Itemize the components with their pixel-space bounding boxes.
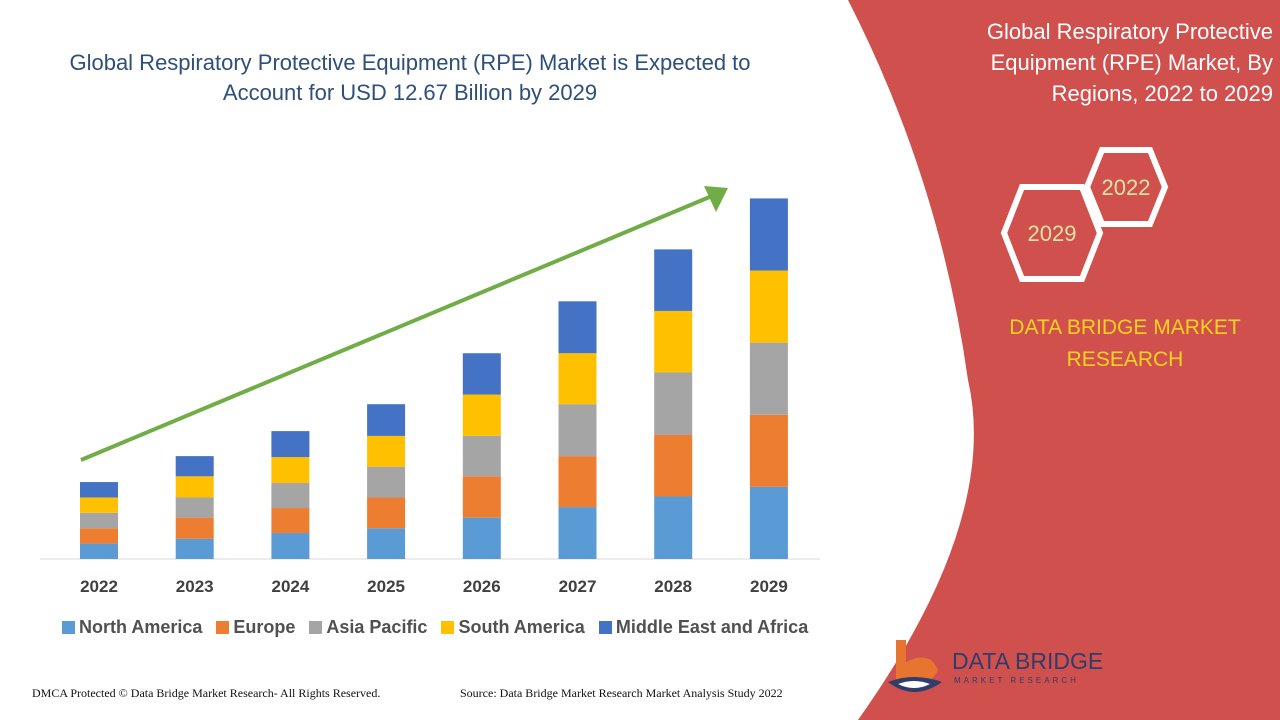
side-panel-title: Global Respiratory Protective Equipment … bbox=[986, 19, 1273, 106]
stacked-bar-chart: 2022 2023 2024 2025 2026 2027 2028 2029 bbox=[40, 186, 820, 596]
bar-2026-asia-pacific bbox=[462, 435, 501, 477]
legend-label-north-america: North America bbox=[79, 617, 203, 637]
bar-2028-south-america bbox=[654, 310, 693, 373]
bar-2028-europe bbox=[654, 434, 693, 497]
bar-2022-middle-east-and-africa bbox=[80, 482, 118, 498]
bar-2028-asia-pacific bbox=[654, 372, 693, 435]
bar-2026-europe bbox=[462, 476, 501, 518]
bar-2027-south-america bbox=[558, 353, 597, 405]
bar-2025-north-america bbox=[367, 528, 406, 559]
bar-2024-south-america bbox=[271, 457, 310, 484]
bar-2028-middle-east-and-africa bbox=[654, 249, 693, 311]
bar-2029-north-america bbox=[749, 486, 788, 559]
legend-swatch-asia-pacific bbox=[309, 621, 323, 634]
logo-name: DATA BRIDGE bbox=[952, 648, 1104, 674]
legend-item-asia-pacific: Asia Pacific bbox=[309, 617, 427, 638]
brand-name: DATA BRIDGE MARKET RESEARCH bbox=[1009, 316, 1241, 371]
bar-2025-asia-pacific bbox=[367, 466, 406, 498]
legend-label-asia-pacific: Asia Pacific bbox=[326, 617, 428, 637]
red-side-panel bbox=[848, 0, 1280, 720]
legend-label-south-america: South America bbox=[458, 617, 585, 637]
bar-2023-middle-east-and-africa bbox=[175, 456, 214, 477]
bar-2023-south-america bbox=[175, 476, 214, 498]
bar-2024-middle-east-and-africa bbox=[271, 431, 310, 458]
x-tick-label-2028: 2028 bbox=[654, 577, 692, 596]
legend-swatch-middle-east-africa bbox=[598, 621, 612, 634]
bar-2023-europe bbox=[175, 517, 214, 539]
x-tick-label-2023: 2023 bbox=[176, 577, 214, 596]
chart-title: Global Respiratory Protective Equipment … bbox=[69, 50, 751, 105]
bar-2029-europe bbox=[749, 414, 788, 487]
bar-2023-north-america bbox=[175, 538, 214, 559]
source-note: Source: Data Bridge Market Research Mark… bbox=[460, 686, 783, 700]
bar-2025-south-america bbox=[367, 435, 406, 467]
legend-item-middle-east-africa: Middle East and Africa bbox=[598, 617, 809, 638]
bar-2027-north-america bbox=[558, 507, 597, 559]
bar-2027-middle-east-and-africa bbox=[558, 301, 597, 354]
legend-item-south-america: South America bbox=[441, 617, 585, 638]
bar-2027-europe bbox=[558, 456, 597, 508]
x-tick-label-2027: 2027 bbox=[559, 577, 597, 596]
bar-2022-asia-pacific bbox=[80, 512, 118, 529]
trend-arrow-head-icon bbox=[704, 186, 728, 212]
legend-swatch-north-america bbox=[62, 621, 75, 634]
bar-2024-asia-pacific bbox=[271, 483, 310, 509]
x-tick-label-2022: 2022 bbox=[80, 577, 118, 596]
x-tick-label-2024: 2024 bbox=[271, 577, 309, 596]
x-tick-label-2029: 2029 bbox=[750, 577, 788, 596]
bar-2022-europe bbox=[80, 528, 118, 544]
bar-2025-europe bbox=[367, 497, 406, 529]
bar-2024-north-america bbox=[271, 533, 310, 559]
logo-tagline: MARKET RESEARCH bbox=[954, 676, 1079, 685]
legend-label-europe: Europe bbox=[233, 617, 296, 637]
bar-2022-north-america bbox=[80, 543, 118, 559]
bar-2029-south-america bbox=[749, 270, 788, 343]
bar-2023-asia-pacific bbox=[175, 497, 214, 518]
bar-2027-asia-pacific bbox=[558, 404, 597, 457]
legend-swatch-europe bbox=[216, 621, 230, 634]
logo-mark-icon bbox=[888, 640, 942, 692]
bar-2029-asia-pacific bbox=[749, 342, 788, 415]
bar-2024-europe bbox=[271, 508, 310, 534]
legend: North America Europe Asia Pacific South … bbox=[62, 617, 842, 638]
x-tick-label-2025: 2025 bbox=[367, 577, 405, 596]
copyright-notice: DMCA Protected © Data Bridge Market Rese… bbox=[32, 686, 381, 700]
bar-2026-south-america bbox=[462, 394, 501, 436]
bar-2026-middle-east-and-africa bbox=[462, 353, 501, 395]
bar-2026-north-america bbox=[462, 517, 501, 559]
legend-item-europe: Europe bbox=[216, 617, 295, 638]
x-tick-label-2026: 2026 bbox=[463, 577, 501, 596]
bar-2025-middle-east-and-africa bbox=[367, 404, 406, 436]
company-logo: DATA BRIDGE MARKET RESEARCH bbox=[880, 636, 1110, 706]
bar-2028-north-america bbox=[654, 496, 693, 559]
trend-arrow-line bbox=[80, 194, 713, 462]
bar-2022-south-america bbox=[80, 497, 118, 513]
legend-item-north-america: North America bbox=[62, 617, 202, 638]
bar-2029-middle-east-and-africa bbox=[749, 198, 788, 271]
legend-label-middle-east-africa: Middle East and Africa bbox=[615, 617, 809, 637]
legend-swatch-south-america bbox=[441, 621, 455, 634]
